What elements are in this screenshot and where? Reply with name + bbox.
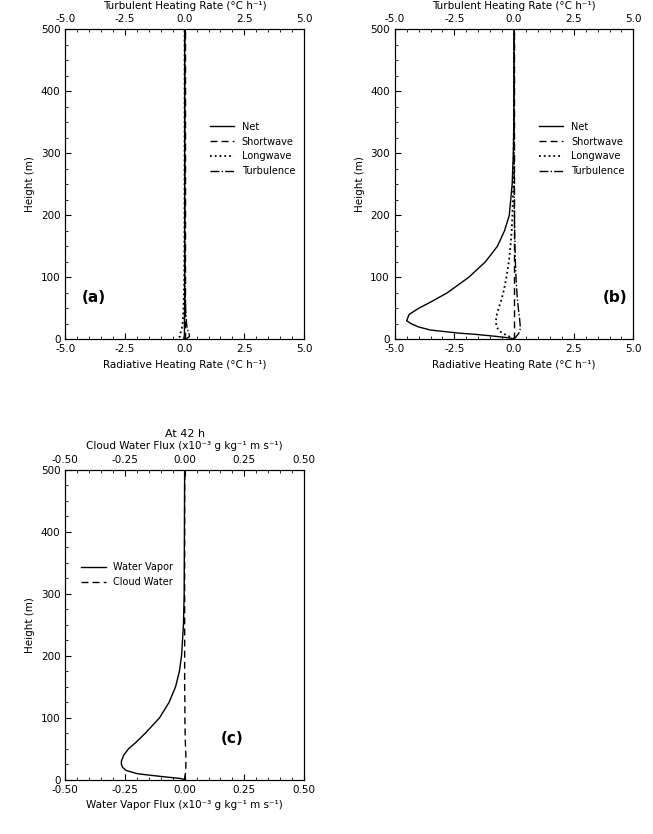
X-axis label: Radiative Heating Rate (°C h⁻¹): Radiative Heating Rate (°C h⁻¹) — [103, 359, 266, 369]
Text: (c): (c) — [221, 731, 243, 746]
Legend: Water Vapor, Cloud Water: Water Vapor, Cloud Water — [77, 558, 177, 590]
Text: (b): (b) — [602, 290, 627, 305]
Legend: Net, Shortwave, Longwave, Turbulence: Net, Shortwave, Longwave, Turbulence — [535, 118, 629, 180]
X-axis label: Turbulent Heating Rate (°C h⁻¹): Turbulent Heating Rate (°C h⁻¹) — [432, 1, 596, 11]
Legend: Net, Shortwave, Longwave, Turbulence: Net, Shortwave, Longwave, Turbulence — [206, 118, 299, 180]
Y-axis label: Height (m): Height (m) — [355, 156, 364, 212]
X-axis label: Water Vapor Flux (x10⁻³ g kg⁻¹ m s⁻¹): Water Vapor Flux (x10⁻³ g kg⁻¹ m s⁻¹) — [86, 800, 283, 810]
Y-axis label: Height (m): Height (m) — [25, 156, 35, 212]
Y-axis label: Height (m): Height (m) — [25, 597, 35, 653]
X-axis label: Turbulent Heating Rate (°C h⁻¹): Turbulent Heating Rate (°C h⁻¹) — [103, 1, 266, 11]
X-axis label: Radiative Heating Rate (°C h⁻¹): Radiative Heating Rate (°C h⁻¹) — [432, 359, 596, 369]
Text: (a): (a) — [82, 290, 106, 305]
Title: At 42 h: At 42 h — [165, 429, 204, 439]
X-axis label: Cloud Water Flux (x10⁻³ g kg⁻¹ m s⁻¹): Cloud Water Flux (x10⁻³ g kg⁻¹ m s⁻¹) — [86, 441, 283, 451]
